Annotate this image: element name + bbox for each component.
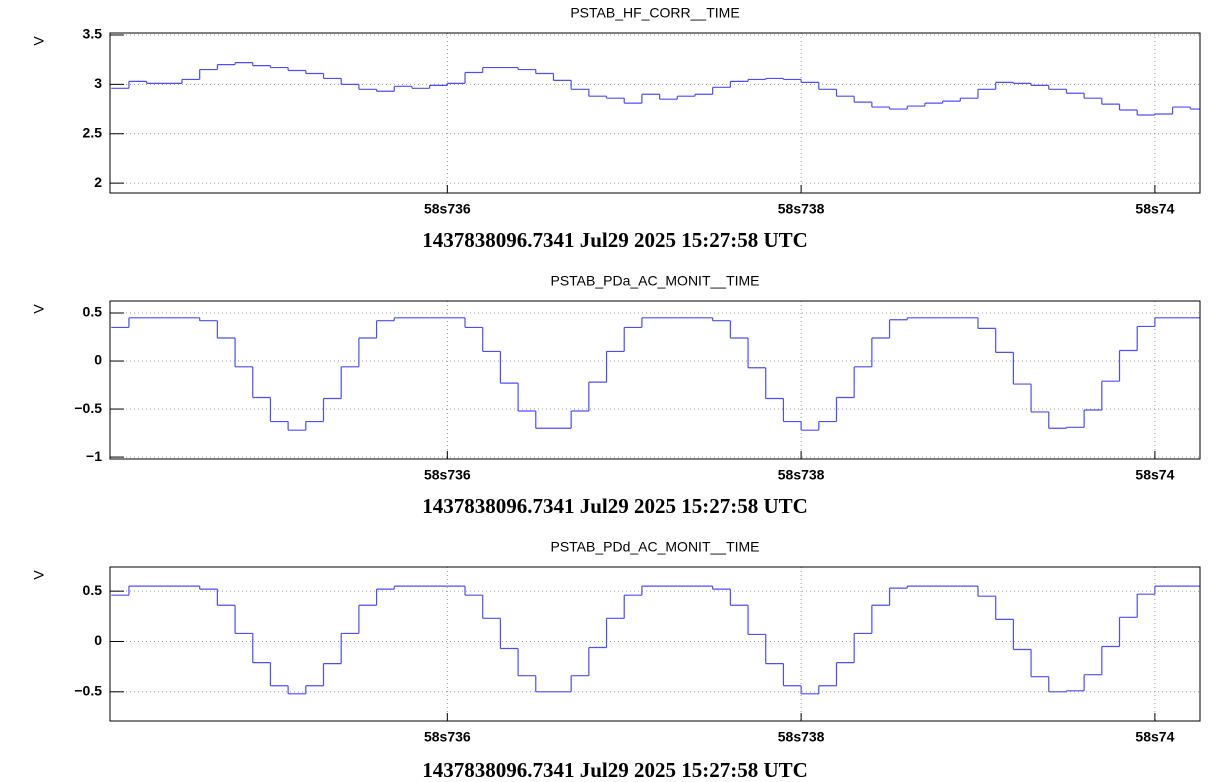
chart-title: PSTAB_PDd_AC_MONIT__TIME: [550, 539, 759, 555]
y-axis-label: V: [31, 304, 47, 314]
y-tick-label: −1: [86, 448, 102, 464]
y-axis-label: V: [31, 36, 47, 46]
x-tick-label: 58s736: [424, 467, 471, 483]
chart-title: PSTAB_HF_CORR__TIME: [570, 5, 739, 21]
chart-title: PSTAB_PDa_AC_MONIT__TIME: [550, 273, 759, 289]
y-tick-label: 0.5: [83, 304, 103, 320]
y-tick-label: 2.5: [83, 124, 103, 140]
x-axis-label: 1437838096.7341 Jul29 2025 15:27:58 UTC: [422, 228, 808, 252]
step-riser: [128, 62, 1191, 115]
y-tick-label: 2: [94, 174, 102, 190]
x-tick-label: 58s736: [424, 201, 471, 217]
x-axis-label: 1437838096.7341 Jul29 2025 15:27:58 UTC: [422, 758, 808, 782]
plot-frame: [109, 32, 1201, 194]
y-tick-label: 3.5: [83, 26, 103, 42]
x-tick-label: 58s74: [1135, 201, 1174, 217]
y-tick-label: 3: [94, 75, 102, 91]
plot-frame: [109, 566, 1201, 722]
x-axis-label: 1437838096.7341 Jul29 2025 15:27:58 UTC: [422, 494, 808, 518]
plot-frame: [109, 300, 1201, 460]
y-tick-label: 0.5: [83, 582, 103, 598]
x-tick-label: 58s738: [778, 729, 825, 745]
y-tick-label: −0.5: [74, 400, 102, 416]
y-axis-label: V: [31, 570, 47, 580]
x-tick-label: 58s74: [1135, 729, 1174, 745]
step-riser: [128, 317, 1156, 431]
x-tick-label: 58s74: [1135, 467, 1174, 483]
step-riser: [128, 586, 1156, 694]
y-tick-label: 0: [94, 352, 102, 368]
y-tick-label: −0.5: [74, 683, 102, 699]
x-tick-label: 58s736: [424, 729, 471, 745]
y-tick-label: 0: [94, 632, 102, 648]
x-tick-label: 58s738: [778, 467, 825, 483]
x-tick-label: 58s738: [778, 201, 825, 217]
